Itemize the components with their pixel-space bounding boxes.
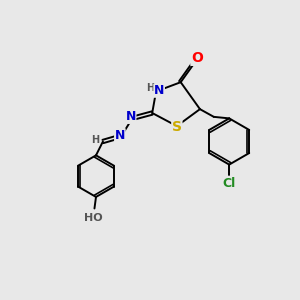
Text: N: N <box>125 110 136 123</box>
Text: O: O <box>191 51 203 65</box>
Text: Cl: Cl <box>223 177 236 190</box>
Text: H: H <box>146 83 154 93</box>
Text: HO: HO <box>84 213 102 223</box>
Text: S: S <box>172 120 182 134</box>
Text: H: H <box>91 135 99 145</box>
Text: N: N <box>154 84 164 97</box>
Text: N: N <box>115 129 125 142</box>
